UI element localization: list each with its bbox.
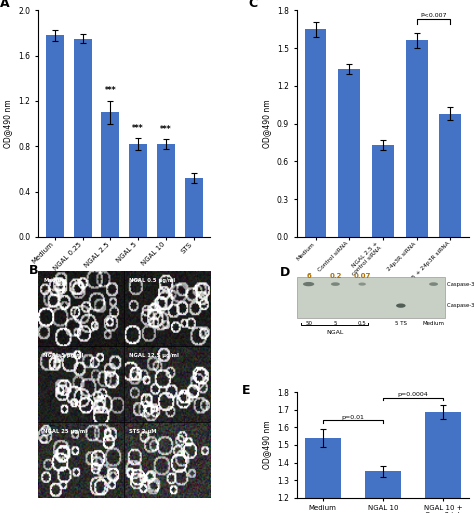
Bar xyxy=(305,29,327,237)
Bar xyxy=(129,144,147,237)
Text: Medium: Medium xyxy=(43,278,67,283)
Y-axis label: OD@490 nm: OD@490 nm xyxy=(263,421,272,469)
Text: E: E xyxy=(242,384,250,397)
Bar xyxy=(297,277,446,318)
Bar xyxy=(406,41,428,237)
Text: P<0.007: P<0.007 xyxy=(420,13,447,18)
Y-axis label: OD@490 nm: OD@490 nm xyxy=(4,100,13,148)
Bar xyxy=(101,112,119,237)
Text: C: C xyxy=(248,0,257,10)
Bar xyxy=(439,113,461,237)
Text: 0.5: 0.5 xyxy=(358,321,366,326)
Text: 50: 50 xyxy=(305,321,312,326)
Y-axis label: OD@490 nm: OD@490 nm xyxy=(263,100,272,148)
Text: NGAL 25 μg/ml: NGAL 25 μg/ml xyxy=(43,429,87,434)
Text: NGAL: NGAL xyxy=(326,329,343,334)
Bar xyxy=(73,38,91,237)
Bar xyxy=(372,145,394,237)
Bar xyxy=(184,178,202,237)
Text: 0.07: 0.07 xyxy=(354,273,371,279)
Text: p=0.01: p=0.01 xyxy=(341,415,364,420)
Text: ***: *** xyxy=(160,125,172,134)
Text: B: B xyxy=(29,264,39,277)
Text: NGAL 12.5 μg/ml: NGAL 12.5 μg/ml xyxy=(129,353,179,358)
Text: 5 TS: 5 TS xyxy=(395,321,407,326)
Text: 5: 5 xyxy=(334,321,337,326)
Text: D: D xyxy=(280,266,290,279)
Text: ***: *** xyxy=(132,124,144,133)
Text: Medium: Medium xyxy=(422,321,445,326)
Text: A: A xyxy=(0,0,9,10)
Ellipse shape xyxy=(303,282,314,286)
Ellipse shape xyxy=(331,282,340,286)
Bar xyxy=(365,471,401,513)
Bar xyxy=(425,411,461,513)
Ellipse shape xyxy=(396,304,406,308)
Text: Caspase-3 inactive: Caspase-3 inactive xyxy=(447,282,474,287)
Text: ***: *** xyxy=(104,86,116,95)
Text: 6: 6 xyxy=(306,273,311,279)
Ellipse shape xyxy=(358,283,366,286)
Text: 0.2: 0.2 xyxy=(329,273,342,279)
Ellipse shape xyxy=(429,282,438,286)
Bar xyxy=(46,35,64,237)
Text: Caspase-3 active: Caspase-3 active xyxy=(447,303,474,308)
Bar xyxy=(157,144,175,237)
Text: NGAL 0.5 μg/ml: NGAL 0.5 μg/ml xyxy=(129,278,175,283)
Text: NGAL 5 μg/ml: NGAL 5 μg/ml xyxy=(43,353,83,358)
Bar xyxy=(338,69,360,237)
Text: p=0.0004: p=0.0004 xyxy=(398,392,428,397)
Bar xyxy=(305,438,341,513)
Text: STS 2 μM: STS 2 μM xyxy=(129,429,157,434)
